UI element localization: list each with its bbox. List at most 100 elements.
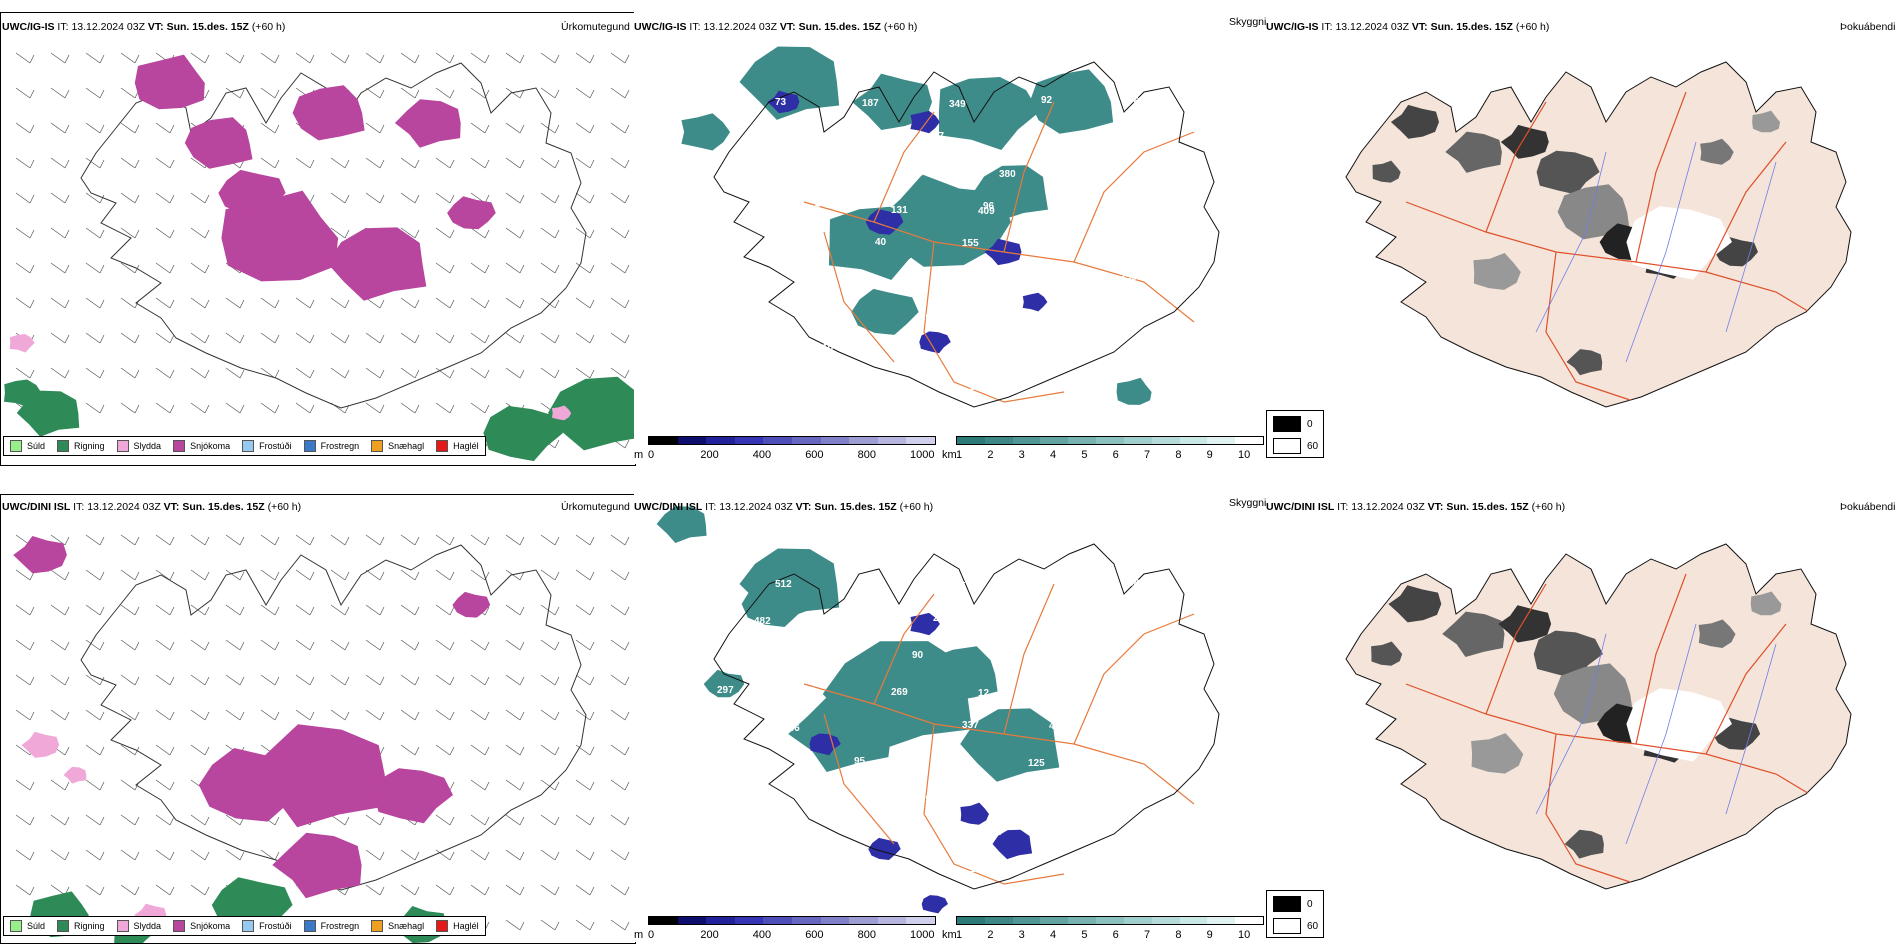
cloudbase-value-label: 34 <box>746 792 758 803</box>
low-cloudbase-area <box>960 802 989 825</box>
legend-swatch <box>371 440 384 452</box>
cloudbase-value-label: 574 <box>833 311 850 322</box>
colorbar-strip <box>956 436 1264 445</box>
legend-swatch <box>173 440 186 452</box>
legend-item: Rigning <box>57 440 105 452</box>
panel-title-precip-top: Úrkomutegund <box>561 21 630 33</box>
colorbar-tick-label: 8 <box>1175 449 1182 461</box>
cloudbase-value-label: 95 <box>854 756 866 767</box>
fog-index-area <box>1566 349 1603 376</box>
cloudbase-value-label: 58 <box>912 168 924 179</box>
cloudbase-visibility-map-top: 1 31 409 129 113 349 312 426 26 164 1 131 58 138 187 38… <box>634 12 1266 464</box>
legend-swatch <box>57 920 70 932</box>
colorbar-segment <box>1179 917 1208 924</box>
rain-area <box>16 390 80 437</box>
cloudbase-value-label: 482 <box>754 616 771 627</box>
colorbar-segment <box>1096 437 1124 444</box>
fog-index-area <box>1445 131 1502 173</box>
low-visibility-area <box>656 506 707 543</box>
snow-area <box>184 117 253 169</box>
cloudbase-value-label: 72 <box>1107 615 1119 626</box>
rain-area <box>548 376 635 451</box>
fog-index-map-top <box>1266 12 1900 464</box>
colorbar-tick-label: 2 <box>987 929 994 941</box>
fog-index-area <box>1471 733 1524 774</box>
colorbar-tick-label: 400 <box>752 449 772 461</box>
legend-item: Snjókoma <box>173 920 230 932</box>
fog-index-area <box>1698 619 1736 648</box>
cloudbase-value-label: 167 <box>904 344 921 355</box>
cloudbase-value-label: 355 <box>1120 272 1137 283</box>
cloudbase-value-label: 31 <box>841 135 853 146</box>
colorbar-segment <box>677 437 707 444</box>
cloudbase-value-label: 76 <box>1020 614 1032 625</box>
clear-area <box>1626 206 1732 280</box>
colorbar-segment <box>677 917 707 924</box>
cloudbase-value-label: 177 <box>1078 828 1095 839</box>
panel-title-fog-top: Þokuábendi <box>1840 21 1896 33</box>
colorbar-segment <box>984 917 1013 924</box>
cloudbase-value-label: 426 <box>783 241 800 252</box>
low-visibility-area <box>681 113 731 151</box>
legend-item: Slydda <box>116 440 161 452</box>
snow-area <box>447 196 496 230</box>
cloudbase-value-label: 1 <box>754 134 760 145</box>
legend-item: Súld <box>10 920 45 932</box>
legend-label: Frostregn <box>320 441 360 451</box>
cloudbase-value-label: 45 <box>941 275 953 286</box>
rain-area <box>483 406 563 462</box>
colorbar-tick-label: 200 <box>700 929 719 941</box>
cloudbase-value-label: 200 <box>883 381 900 392</box>
snow-area <box>373 768 453 824</box>
coastline <box>80 544 587 891</box>
legend-label: Snjókoma <box>190 921 231 931</box>
cloudbase-value-label: 62 <box>1115 759 1127 770</box>
legend-item: Frostregn <box>303 920 359 932</box>
header-precip-bottom: UWC/DINI ISL IT: 13.12.2024 03Z VT: Sun.… <box>2 501 302 513</box>
cloudbase-value-label: 191 <box>709 379 726 390</box>
fog-legend-top: 0 60 <box>1266 410 1324 458</box>
fog-legend-item: 60 <box>1273 438 1318 454</box>
cloudbase-value-label: 336 <box>1136 722 1153 733</box>
colorbar-segment <box>1235 437 1263 444</box>
colorbar-segment <box>649 917 678 924</box>
cloudbase-value-label: 96 <box>983 201 995 212</box>
cloudbase-value-label: 12 <box>978 688 990 699</box>
colorbar-unit: km <box>942 449 957 461</box>
low-cloudbase-area <box>1022 292 1048 312</box>
legend-swatch <box>116 920 129 932</box>
legend-label: Snæhagl <box>388 921 425 931</box>
colorbar-segment <box>906 437 935 444</box>
cloudbase-value-label: 144 <box>862 580 879 591</box>
cloudbase-value-label: 866 <box>1078 346 1095 357</box>
colorbar-segment <box>1179 437 1208 444</box>
legend-label: Súld <box>27 441 46 451</box>
cloudbase-colorbar-bottom: m 0 200 400 600 800 1000 <box>634 916 936 944</box>
fog-index-area <box>1750 591 1782 616</box>
cloudbase-value-label: 1 <box>704 64 710 75</box>
header-fog-bottom: UWC/DINI ISL IT: 13.12.2024 03Z VT: Sun.… <box>1266 501 1566 513</box>
low-visibility-area <box>851 288 919 335</box>
colorbar-tick-label: 2 <box>987 449 994 461</box>
legend-swatch <box>371 920 384 932</box>
snow-area <box>452 591 491 618</box>
fog-index-area <box>1473 253 1521 290</box>
colorbar-tick-label: 400 <box>752 929 772 941</box>
cloudbase-value-label: 65 <box>991 827 1003 838</box>
cloudbase-value-label: 561 <box>1070 684 1087 695</box>
colorbar-segment <box>791 917 821 924</box>
sleet-area <box>9 334 35 353</box>
cloudbase-value-label: 270 <box>796 862 813 873</box>
coastline <box>713 543 1220 890</box>
colorbar-tick-label: 5 <box>1081 449 1088 461</box>
cloudbase-value-label: 276 <box>825 167 842 178</box>
fog-legend-swatch <box>1273 918 1301 934</box>
header-vis-top: UWC/IG-IS IT: 13.12.2024 03Z VT: Sun. 15… <box>634 21 918 33</box>
legend-label: Frostúði <box>259 921 292 931</box>
cloudbase-value-label: 58 <box>738 166 750 177</box>
cloudbase-value-label: 138 <box>725 347 742 358</box>
fog-index-map-bottom <box>1266 494 1900 942</box>
colorbar-segment <box>763 917 792 924</box>
cloudbase-value-label: 73 <box>775 97 787 108</box>
snow-area <box>218 169 286 216</box>
